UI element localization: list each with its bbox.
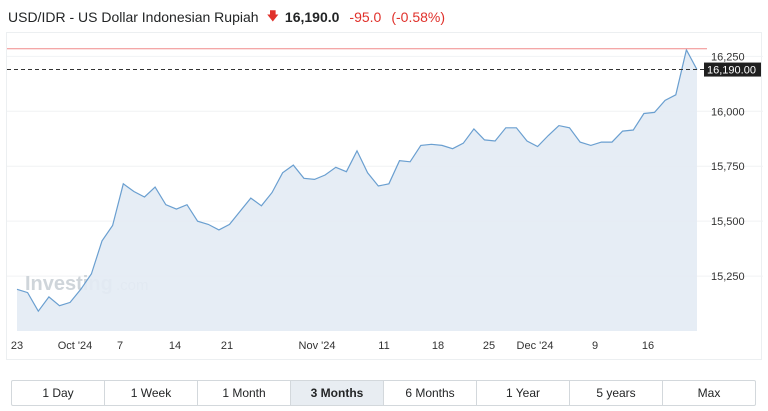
range-button-1-year[interactable]: 1 Year — [477, 381, 570, 405]
range-button-max[interactable]: Max — [697, 386, 721, 400]
instrument-title: USD/IDR - US Dollar Indonesian Rupiah — [8, 9, 259, 25]
y-tick-label: 16,000 — [711, 106, 745, 118]
x-tick-label: Nov '24 — [299, 340, 336, 352]
last-price: 16,190.0 — [284, 9, 340, 25]
price-area — [17, 49, 697, 332]
price-change: -95.0 — [349, 9, 382, 25]
range-button-1-week[interactable]: 1 Week — [105, 381, 198, 405]
x-tick-label: 14 — [169, 340, 181, 352]
x-tick-label: 9 — [592, 340, 598, 352]
y-tick-label: 15,750 — [711, 161, 745, 173]
range-button-6-months[interactable]: 6 Months — [384, 381, 477, 405]
x-tick-label: 18 — [432, 340, 444, 352]
quote-header: USD/IDR - US Dollar Indonesian Rupiah 🡇 … — [8, 6, 445, 28]
price-line — [16, 48, 698, 313]
range-button-3-months[interactable]: 3 Months — [291, 381, 384, 405]
y-tick-label: 16,250 — [711, 51, 745, 63]
x-tick-label: 23 — [11, 340, 23, 352]
x-tick-label: Oct '24 — [58, 340, 93, 352]
down-arrow-icon: 🡇 — [266, 8, 279, 23]
current-price-badge-label: 16,190.00 — [707, 65, 756, 77]
x-tick-label: Dec '24 — [517, 340, 554, 352]
price-change-percent: (-0.58%) — [391, 9, 446, 25]
range-button-1-month[interactable]: 1 Month — [198, 381, 291, 405]
time-range-selector: 1 Day 1 Week 1 Month 3 Months 6 Months 1 Year… — [11, 380, 756, 406]
chart-svg[interactable]: Investing.com16,25016,00015,75015,50015,… — [7, 33, 763, 361]
current-price-badge — [704, 62, 761, 77]
x-tick-label: 25 — [483, 340, 495, 352]
x-tick-label: 11 — [378, 340, 389, 352]
range-button-5-years[interactable]: 5 years — [570, 381, 663, 405]
y-tick-label: 15,500 — [711, 216, 745, 228]
range-button-1-day[interactable]: 1 Day — [12, 381, 105, 405]
y-tick-label: 15,250 — [711, 271, 745, 283]
x-tick-label: 16 — [642, 340, 654, 352]
price-chart[interactable]: Investing.com16,25016,00015,75015,50015,… — [6, 32, 763, 361]
x-tick-label: 7 — [117, 340, 123, 352]
x-tick-label: 21 — [221, 340, 233, 352]
